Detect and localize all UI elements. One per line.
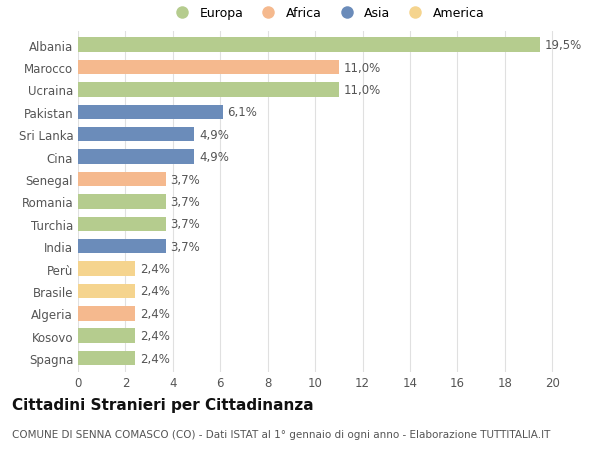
Bar [78, 262, 135, 276]
Bar [78, 284, 135, 299]
Text: 2,4%: 2,4% [140, 352, 170, 365]
Text: 3,7%: 3,7% [170, 218, 200, 231]
Text: 2,4%: 2,4% [140, 263, 170, 275]
Text: 19,5%: 19,5% [545, 39, 583, 52]
Bar [78, 38, 541, 53]
Text: 6,1%: 6,1% [227, 106, 257, 119]
Bar [78, 128, 194, 142]
Bar [78, 329, 135, 343]
Bar [78, 83, 339, 97]
Bar [78, 61, 339, 75]
Bar [78, 150, 194, 164]
Text: 2,4%: 2,4% [140, 307, 170, 320]
Text: 11,0%: 11,0% [344, 84, 381, 97]
Bar [78, 105, 223, 120]
Text: 3,7%: 3,7% [170, 173, 200, 186]
Text: 4,9%: 4,9% [199, 129, 229, 141]
Bar [78, 307, 135, 321]
Text: 3,7%: 3,7% [170, 240, 200, 253]
Text: 11,0%: 11,0% [344, 62, 381, 74]
Text: 4,9%: 4,9% [199, 151, 229, 164]
Text: 3,7%: 3,7% [170, 196, 200, 208]
Bar [78, 351, 135, 366]
Text: Cittadini Stranieri per Cittadinanza: Cittadini Stranieri per Cittadinanza [12, 397, 314, 412]
Text: 2,4%: 2,4% [140, 285, 170, 298]
Bar [78, 172, 166, 187]
Bar [78, 217, 166, 232]
Bar [78, 240, 166, 254]
Bar [78, 195, 166, 209]
Text: 2,4%: 2,4% [140, 330, 170, 342]
Text: COMUNE DI SENNA COMASCO (CO) - Dati ISTAT al 1° gennaio di ogni anno - Elaborazi: COMUNE DI SENNA COMASCO (CO) - Dati ISTA… [12, 429, 550, 439]
Legend: Europa, Africa, Asia, America: Europa, Africa, Asia, America [167, 5, 487, 22]
